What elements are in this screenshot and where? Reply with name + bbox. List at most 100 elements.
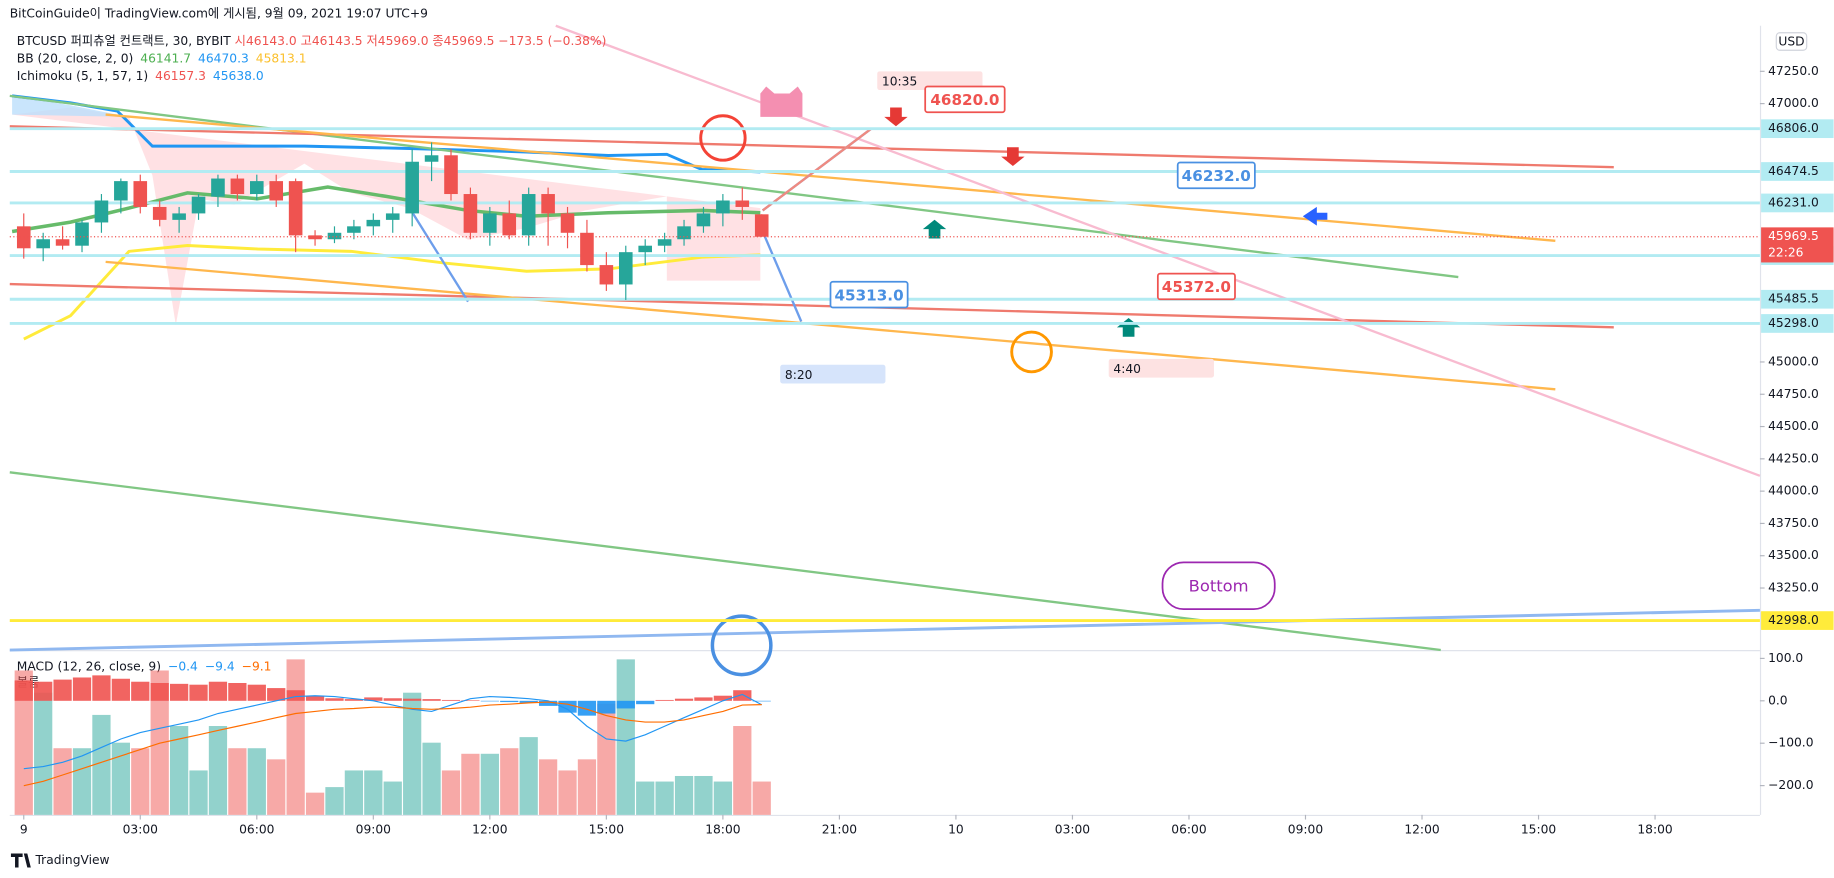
annotation-box [1161, 561, 1276, 610]
x-tick-label: 18:00 [1637, 823, 1672, 837]
macd-histogram-bar [500, 700, 519, 703]
macd-histogram-bar [694, 697, 713, 701]
candle-body [521, 194, 536, 236]
macd-histogram-bar [674, 698, 694, 701]
volume-bar [383, 781, 402, 815]
volume-bar [519, 737, 538, 815]
candle-body [483, 213, 497, 233]
price-label: 46806.0 [1768, 121, 1819, 135]
candle-body [75, 222, 89, 246]
arrow-path [761, 127, 873, 212]
ohlc: 시46143.0 고46143.5 저45969.0 종45969.5 −173… [235, 33, 607, 47]
volume-bar [713, 781, 733, 815]
face-icon [1010, 330, 1053, 374]
annotation-text: Bottom [1189, 576, 1249, 595]
currency[interactable]: USD [1778, 35, 1804, 49]
candle-body [152, 206, 167, 220]
y-tick-label: 45000.0 [1768, 354, 1819, 368]
last-price-box [1761, 227, 1834, 263]
bb-upper [11, 94, 761, 174]
x-tick-label: 18:00 [705, 823, 740, 837]
arrow-down-icon [1001, 147, 1025, 167]
y-tick-label: −100.0 [1768, 736, 1813, 750]
volume-bar [325, 787, 344, 815]
candle-body [463, 194, 478, 233]
annotation-box [877, 71, 983, 91]
volume-bar [364, 770, 383, 815]
x-tick-label: 03:00 [123, 823, 158, 837]
ichimoku-line: Ichimoku (5, 1, 57, 1) 46157.3 45638.0 [17, 68, 264, 82]
annotation-text: 10:35 [882, 74, 917, 88]
volume-bar [422, 742, 441, 815]
countdown-label: 22:26 [1768, 246, 1804, 260]
price-label-box [1761, 119, 1834, 139]
legend-value: 45813.1 [256, 51, 307, 65]
macd-histogram-bar [208, 681, 228, 701]
ichimoku-cloud [12, 107, 761, 326]
candle-body [599, 265, 614, 285]
macd-histogram-bar [92, 675, 111, 701]
smiley-icon [699, 114, 747, 162]
candle-body [657, 239, 672, 246]
last-price-label: 45969.5 [1768, 229, 1819, 243]
macd-histogram-bar [325, 698, 344, 701]
macd-histogram-bar [558, 700, 577, 713]
annotation-box [1156, 272, 1236, 301]
annotation-box [829, 280, 909, 309]
annotation-text: 4:40 [1113, 362, 1141, 376]
trend-line [9, 608, 1760, 652]
price-axis: 47250.0 47000.0 45000.0 44750.0 44500.0 44250… [1759, 64, 1819, 595]
volume-bar [655, 781, 674, 815]
volume-bar [597, 703, 616, 815]
bb-basis [11, 185, 761, 234]
macd-histogram-bar [267, 688, 286, 701]
volume-bar [752, 781, 771, 815]
annotation-box [1176, 161, 1256, 190]
price-label: 45298.0 [1768, 316, 1819, 330]
published-line: BitCoinGuide이 TradingView.com에 게시됨, 9월 0… [10, 7, 428, 21]
x-tick-label: 12:00 [1404, 823, 1439, 837]
x-tick-label: 03:00 [1055, 823, 1090, 837]
signal-line [23, 701, 762, 787]
x-tick-label: 06:00 [1171, 823, 1206, 837]
currency-box[interactable] [1775, 32, 1808, 51]
volume-bar [53, 748, 72, 815]
candle-body [288, 181, 303, 236]
macd-histogram-bar [752, 700, 771, 702]
volume-bar [247, 748, 266, 815]
x-tick-label: 10 [948, 823, 964, 837]
annotation-text: 46820.0 [930, 91, 999, 109]
y-tick-label: 44750.0 [1768, 387, 1819, 401]
x-tick-label: 06:00 [239, 823, 274, 837]
symbol: BTCUSD 퍼피츄얼 컨트랙트, 30, BYBIT [17, 33, 232, 47]
price-label-box [1761, 611, 1834, 630]
x-tick-label: 09:00 [356, 823, 391, 837]
candle-body [424, 155, 439, 162]
macd-histogram-bar [480, 700, 499, 702]
volume-bar [577, 759, 597, 815]
y-tick-label: 47000.0 [1768, 96, 1819, 110]
volume-bar [305, 792, 325, 815]
price-label: 46474.5 [1768, 164, 1819, 178]
annotation-text: 45372.0 [1162, 278, 1231, 296]
macd-histogram-bar [53, 679, 72, 701]
cat-icon [760, 86, 803, 117]
y-tick-label: 43250.0 [1768, 581, 1819, 595]
volume-bar [674, 775, 694, 815]
candle-body [366, 219, 381, 227]
volume-bar [14, 670, 33, 815]
candle-body [327, 232, 342, 240]
trend-line [105, 260, 1556, 391]
candle-body [735, 200, 750, 207]
legend-value: −9.1 [242, 659, 272, 673]
candle-body [541, 194, 555, 214]
candle-body [269, 181, 284, 201]
tv-logo [10, 853, 31, 868]
x-tick-label: 15:00 [589, 823, 624, 837]
macd-histogram-bar [189, 684, 208, 701]
candle-body [638, 245, 653, 253]
legend-value: 46141.7 [140, 51, 191, 65]
volume-bar [480, 753, 499, 815]
y-tick-label: 44000.0 [1768, 484, 1819, 498]
